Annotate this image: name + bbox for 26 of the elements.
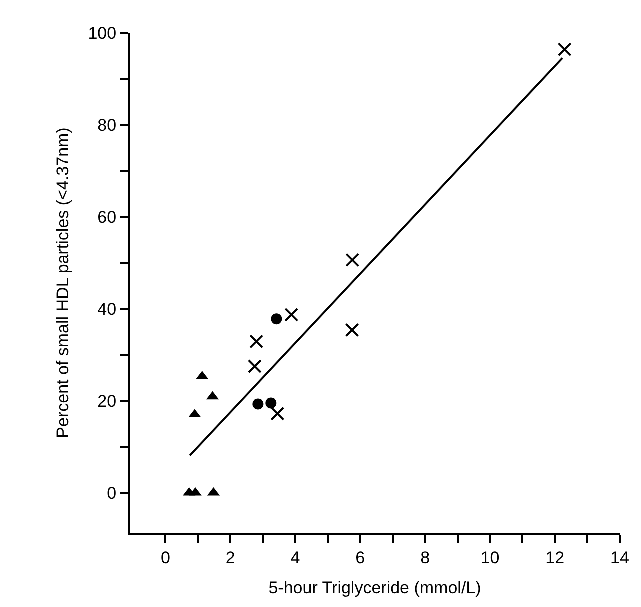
y-axis-title: Percent of small HDL particles (<4.37nm): [53, 128, 72, 438]
point: [345, 323, 360, 338]
y-tick-label: 40: [98, 300, 117, 319]
x-tick-label: 10: [480, 548, 500, 568]
y-tick-label: 100: [88, 24, 117, 43]
x-tick-label: 12: [546, 548, 565, 568]
point: [248, 359, 262, 374]
point: [252, 398, 264, 410]
point: [284, 308, 299, 322]
x-tick-label: 2: [226, 548, 236, 568]
point: [346, 253, 360, 268]
x-tick-label: 4: [290, 548, 300, 568]
point: [558, 42, 572, 57]
y-tick-label: 80: [98, 116, 117, 135]
y-tick-label: 0: [107, 484, 117, 503]
x-axis-title: 5-hour Triglyceride (mmol/L): [268, 578, 482, 598]
x-tick-label: 6: [356, 548, 366, 568]
point: [270, 406, 285, 421]
point: [266, 398, 277, 409]
y-tick-label: 60: [98, 208, 117, 227]
x-tick-label: 0: [160, 548, 170, 568]
x-tick-label: 14: [610, 548, 630, 568]
x-tick-label: 8: [420, 548, 430, 568]
point: [250, 334, 264, 349]
y-tick-label: 20: [98, 392, 117, 411]
point: [271, 314, 282, 325]
